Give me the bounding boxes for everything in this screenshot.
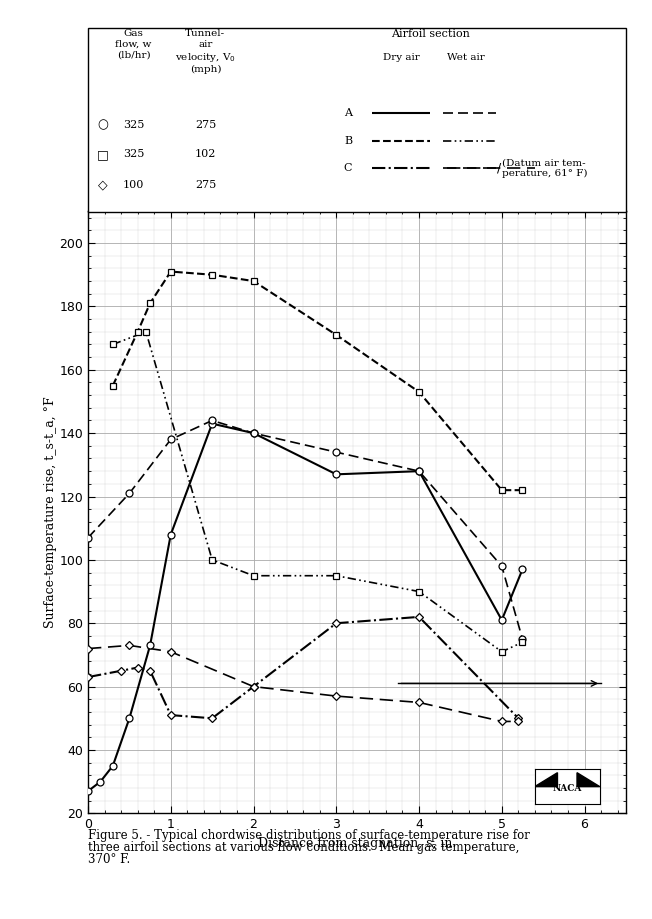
Text: Wet air: Wet air: [447, 53, 485, 62]
Text: Airfoil section: Airfoil section: [391, 29, 469, 40]
Text: 100: 100: [123, 180, 144, 189]
Text: (Datum air tem-
perature, 61° F): (Datum air tem- perature, 61° F): [502, 158, 587, 178]
Text: C: C: [344, 164, 352, 173]
Polygon shape: [577, 773, 600, 787]
Text: □: □: [97, 148, 109, 161]
Text: /: /: [497, 162, 501, 175]
Text: Tunnel-
air
velocity, V$_0$
(mph): Tunnel- air velocity, V$_0$ (mph): [175, 29, 236, 74]
Text: ◇: ◇: [98, 178, 108, 191]
Polygon shape: [535, 773, 557, 787]
Text: three airfoil sections at various flow conditions.  Mean gas temperature,: three airfoil sections at various flow c…: [88, 841, 520, 854]
Y-axis label: Surface-temperature rise, t_s-t_a, °F: Surface-temperature rise, t_s-t_a, °F: [44, 396, 57, 629]
Text: 102: 102: [195, 150, 216, 159]
Text: NACA: NACA: [552, 784, 582, 793]
Text: 275: 275: [195, 180, 216, 189]
Text: 370° F.: 370° F.: [88, 853, 130, 866]
Text: ○: ○: [98, 119, 108, 131]
X-axis label: Distance from stagnation, s, in.: Distance from stagnation, s, in.: [258, 836, 456, 850]
Text: 325: 325: [123, 120, 144, 130]
Text: Figure 5. - Typical chordwise distributions of surface-temperature rise for: Figure 5. - Typical chordwise distributi…: [88, 829, 530, 842]
Text: 275: 275: [195, 120, 216, 130]
Text: 325: 325: [123, 150, 144, 159]
Text: A: A: [344, 108, 352, 118]
Text: B: B: [344, 136, 352, 145]
Text: Gas
flow, w
(lb/hr): Gas flow, w (lb/hr): [115, 29, 152, 59]
Text: Dry air: Dry air: [383, 53, 419, 62]
